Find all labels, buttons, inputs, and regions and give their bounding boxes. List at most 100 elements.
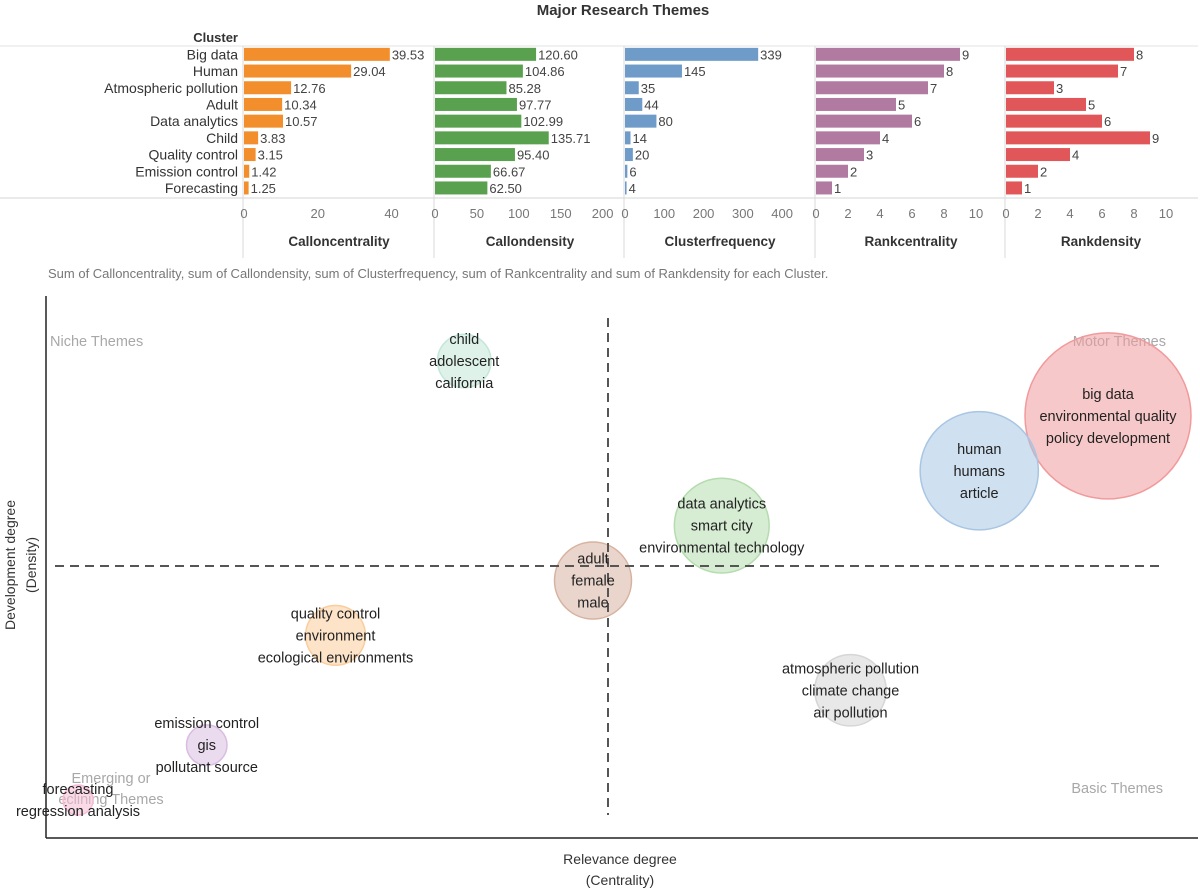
bar-callondensity-emission-control <box>435 164 491 178</box>
bubble-label-line: adult <box>577 552 608 568</box>
tick-rankcentrality-2: 2 <box>844 206 851 221</box>
bar-value-calloncentrality-forecasting: 1.25 <box>251 181 276 196</box>
tick-rankcentrality-8: 8 <box>940 206 947 221</box>
tick-clusterfrequency-400: 400 <box>771 206 793 221</box>
bar-rankcentrality-child <box>816 131 880 145</box>
bubble-label-line: child <box>449 332 479 348</box>
bar-value-clusterfrequency-child: 14 <box>633 131 647 146</box>
bar-rankcentrality-big-data <box>816 47 960 61</box>
bubble-label-line: male <box>577 596 608 612</box>
tick-callondensity-200: 200 <box>592 206 614 221</box>
bar-rankcentrality-emission-control <box>816 164 848 178</box>
bar-rankdensity-adult <box>1006 97 1086 111</box>
bubble-label-line: emission control <box>154 716 259 732</box>
bubble-label-line: ecological environments <box>258 650 414 666</box>
tick-rankdensity-4: 4 <box>1066 206 1073 221</box>
bubble-chart: Niche Themes Motor Themes Basic Themes E… <box>2 296 1198 888</box>
category-label-adult: Adult <box>206 96 238 112</box>
bubble-labels: big data environmental quality policy deve… <box>16 332 1177 820</box>
bar-callondensity-atmospheric-pollution <box>435 81 507 95</box>
bar-value-callondensity-child: 135.71 <box>551 131 591 146</box>
bar-calloncentrality-data-analytics <box>244 114 283 128</box>
tick-callondensity-100: 100 <box>508 206 530 221</box>
bubble-label-line: environment <box>296 628 376 644</box>
bar-calloncentrality-emission-control <box>244 164 250 178</box>
bar-value-rankdensity-adult: 5 <box>1088 97 1095 112</box>
bar-callondensity-adult <box>435 97 517 111</box>
bar-value-rankcentrality-atmospheric-pollution: 7 <box>930 81 937 96</box>
bubble-label-human: human humans article <box>953 442 1005 502</box>
bar-value-calloncentrality-quality-control: 3.15 <box>258 148 283 163</box>
bar-value-rankcentrality-big-data: 9 <box>962 47 969 62</box>
chart-caption: Sum of Calloncentrality, sum of Callonde… <box>48 266 828 281</box>
tick-rankdensity-6: 6 <box>1098 206 1105 221</box>
tick-clusterfrequency-200: 200 <box>693 206 715 221</box>
bubble-label-line: policy development <box>1046 431 1170 447</box>
tick-clusterfrequency-0: 0 <box>621 206 628 221</box>
bubble-label-child: child adolescent california <box>429 332 499 392</box>
bubble-child <box>436 333 492 389</box>
category-label-data-analytics: Data analytics <box>150 113 238 129</box>
bubble-data-analytics <box>673 477 770 574</box>
bubble-label-line: humans <box>953 464 1005 480</box>
bar-value-rankdensity-data-analytics: 6 <box>1104 114 1111 129</box>
bar-rankcentrality-forecasting <box>816 181 832 195</box>
bar-value-callondensity-emission-control: 66.67 <box>493 164 526 179</box>
bubble-label-line: environmental technology <box>639 541 805 557</box>
quadrant-label-basic: Basic Themes <box>1071 781 1163 797</box>
bar-grid <box>0 45 1198 258</box>
bar-value-clusterfrequency-atmospheric-pollution: 35 <box>641 81 655 96</box>
bar-value-callondensity-atmospheric-pollution: 85.28 <box>508 81 541 96</box>
tick-clusterfrequency-300: 300 <box>732 206 754 221</box>
bubble-label-data-analytics: data analytics smart city environmental te… <box>639 497 805 557</box>
bar-calloncentrality-human <box>244 64 352 78</box>
bar-callondensity-quality-control <box>435 148 515 162</box>
tick-calloncentrality-40: 40 <box>384 206 398 221</box>
tick-rankcentrality-10: 10 <box>969 206 983 221</box>
bubble-label-line: adolescent <box>429 354 499 370</box>
bar-value-callondensity-adult: 97.77 <box>519 97 552 112</box>
bar-rankcentrality-data-analytics <box>816 114 912 128</box>
category-label-forecasting: Forecasting <box>165 180 238 196</box>
bubble-label-line: regression analysis <box>16 804 140 820</box>
bubble-label-adult: adult female male <box>571 552 615 612</box>
bar-clusterfrequency-child <box>625 131 631 145</box>
bar-callondensity-forecasting <box>435 181 488 195</box>
bubble-atmospheric-pollution <box>814 653 887 727</box>
measure-label-rankcentrality: Rankcentrality <box>864 234 958 249</box>
bar-clusterfrequency-data-analytics <box>625 114 657 128</box>
bar-clusterfrequency-human <box>625 64 682 78</box>
bar-value-rankdensity-big-data: 8 <box>1136 47 1143 62</box>
bar-callondensity-big-data <box>435 47 537 61</box>
bubble-label-line: pollutant source <box>156 760 258 776</box>
bar-chart: Major Research Themes Cluster Big dataHu… <box>0 2 1198 281</box>
tick-rankdensity-0: 0 <box>1002 206 1009 221</box>
bubble-label-line: big data <box>1082 387 1135 403</box>
bubble-forecasting <box>62 784 94 816</box>
bubble-label-line: environmental quality <box>1039 409 1177 425</box>
bubble-adult <box>553 541 633 620</box>
bar-rankcentrality-human <box>816 64 944 78</box>
chart-title: Major Research Themes <box>537 2 710 19</box>
bubble-label-line: female <box>571 574 615 590</box>
bar-value-rankcentrality-human: 8 <box>946 64 953 79</box>
tick-callondensity-150: 150 <box>550 206 572 221</box>
bubbles <box>62 332 1192 816</box>
bar-value-callondensity-human: 104.86 <box>525 64 565 79</box>
bar-calloncentrality-quality-control <box>244 148 256 162</box>
bar-value-rankcentrality-adult: 5 <box>898 97 905 112</box>
bar-value-callondensity-big-data: 120.60 <box>538 47 578 62</box>
tick-rankdensity-10: 10 <box>1159 206 1173 221</box>
bar-value-calloncentrality-data-analytics: 10.57 <box>285 114 318 129</box>
bar-value-calloncentrality-adult: 10.34 <box>284 97 317 112</box>
measure-label-clusterfrequency: Clusterfrequency <box>664 234 776 249</box>
bar-calloncentrality-forecasting <box>244 181 249 195</box>
bar-value-rankcentrality-emission-control: 2 <box>850 164 857 179</box>
